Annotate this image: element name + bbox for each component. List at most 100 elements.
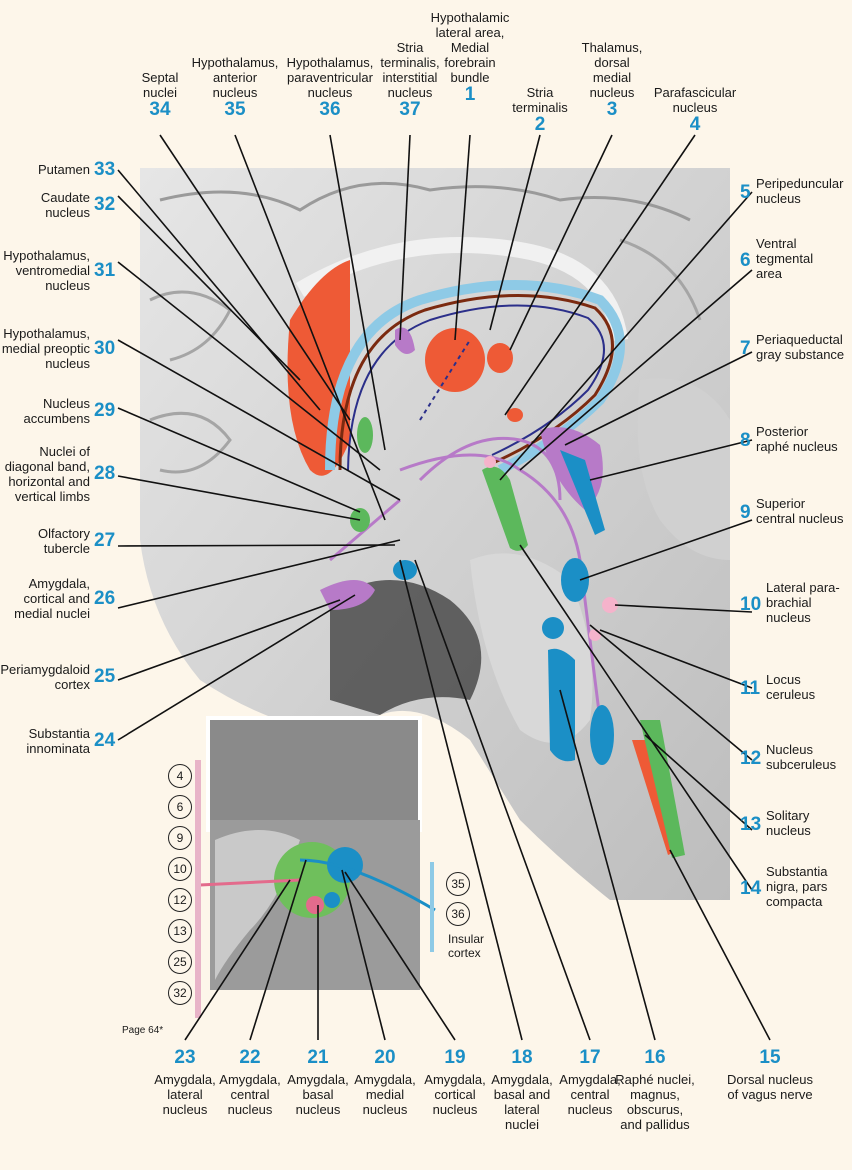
inset-ref-circle: 12: [168, 888, 192, 912]
left-label-31: Hypothalamus, ventromedial nucleus: [3, 248, 90, 293]
label-line: ceruleus: [766, 687, 816, 702]
label-number: 22: [239, 1047, 261, 1068]
label-number: 24: [94, 730, 116, 751]
label-line: forebrain: [444, 55, 496, 70]
label-line: Hypothalamic: [430, 10, 510, 25]
label-line: nucleus: [672, 100, 718, 115]
label-line: horizontal and: [8, 474, 90, 489]
label-line: Amygdala,: [559, 1072, 621, 1087]
bottom-label-17: Amygdala, central nucleus: [542, 1072, 638, 1117]
top-label-35: Hypothalamus, anterior nucleus: [175, 55, 295, 100]
label-line: Amygdala,: [491, 1072, 553, 1087]
label-line: Parafascicular: [653, 85, 737, 100]
label-line: magnus,: [630, 1087, 680, 1102]
label-line: nucleus: [45, 205, 90, 220]
label-line: central: [570, 1087, 610, 1102]
label-line: Superior: [756, 496, 806, 511]
label-line: nigra, pars: [766, 879, 828, 894]
right-label-7: Periaqueductal gray substance: [756, 332, 844, 362]
label-line: medial preoptic: [1, 341, 90, 356]
label-line: Insular: [448, 932, 485, 946]
label-line: nucleus: [387, 85, 433, 100]
label-line: Thalamus,: [581, 40, 643, 55]
top-label-34: Septal nuclei: [100, 70, 220, 100]
inset-amygdala-section: [195, 716, 436, 1018]
label-line: anterior: [212, 70, 258, 85]
label-number: 32: [94, 194, 116, 215]
label-line: Septal: [141, 70, 179, 85]
label-line: area: [756, 266, 783, 281]
label-number: 3: [606, 99, 618, 120]
label-number: 20: [374, 1047, 396, 1068]
label-line: Lateral para-: [766, 580, 840, 595]
label-line: Nucleus: [43, 396, 90, 411]
inset-ref-circle: 36: [446, 902, 470, 926]
label-line: Nucleus: [766, 742, 813, 757]
inset-ref-circle: 13: [168, 919, 192, 943]
label-line: Locus: [766, 672, 801, 687]
label-number: 11: [740, 678, 761, 699]
page-reference: Page 64*: [122, 1025, 164, 1036]
blue-regions: [393, 450, 614, 765]
left-label-29: Nucleus accumbens: [24, 396, 90, 426]
label-line: tubercle: [43, 541, 90, 556]
label-line: gray substance: [756, 347, 845, 362]
label-line: nucleus: [589, 85, 635, 100]
label-line: Caudate: [40, 190, 90, 205]
label-line: lateral area,: [435, 25, 505, 40]
left-label-25: Periamygdaloid cortex: [0, 662, 90, 692]
label-line: cortical and: [23, 591, 90, 606]
label-line: medial: [592, 70, 632, 85]
right-label-8: Posterior raphé nucleus: [756, 424, 838, 454]
label-line: Amygdala,: [354, 1072, 416, 1087]
bottom-label-21: Amygdala, basal nucleus: [270, 1072, 366, 1117]
label-line: medial: [365, 1087, 405, 1102]
label-line: Olfactory: [37, 526, 90, 541]
label-line: brachial: [766, 595, 812, 610]
label-line: cortical: [434, 1087, 476, 1102]
label-number: 28: [94, 463, 116, 484]
label-line: central: [230, 1087, 270, 1102]
label-line: Substantia: [766, 864, 828, 879]
label-line: Solitary: [766, 808, 810, 823]
top-label-4: Parafascicular nucleus: [635, 85, 755, 115]
label-line: vertical limbs: [14, 489, 90, 504]
label-line: Amygdala,: [154, 1072, 216, 1087]
label-line: Ventral: [756, 236, 797, 251]
label-number: 17: [579, 1047, 601, 1068]
label-number: 15: [759, 1047, 781, 1068]
label-number: 7: [740, 338, 751, 359]
label-number: 2: [534, 114, 546, 135]
label-line: cortex: [54, 677, 90, 692]
label-number: 27: [94, 530, 116, 551]
label-line: Amygdala,: [219, 1072, 281, 1087]
label-line: nucleus: [362, 1102, 408, 1117]
bottom-label-23: Amygdala, lateral nucleus: [137, 1072, 233, 1117]
label-number: 23: [174, 1047, 196, 1068]
label-line: tegmental: [756, 251, 814, 266]
left-label-26: Amygdala, cortical and medial nuclei: [14, 576, 90, 621]
label-number: 31: [94, 259, 116, 281]
bottom-label-15: Dorsal nucleus of vagus nerve: [722, 1072, 818, 1102]
label-line: lateral: [167, 1087, 203, 1102]
label-line: Peripeduncular: [756, 176, 844, 191]
label-line: raphé nucleus: [756, 439, 838, 454]
left-label-33: Putamen: [38, 162, 90, 177]
label-line: nucleus: [766, 610, 811, 625]
label-line: nucleus: [766, 823, 811, 838]
label-line: Putamen: [37, 162, 90, 177]
label-line: nucleus: [227, 1102, 273, 1117]
label-line: nucleus: [212, 85, 258, 100]
label-line: innominata: [26, 741, 90, 756]
leader-lines: [117, 134, 771, 1041]
label-line: basal and: [493, 1087, 551, 1102]
right-label-9: Superior central nucleus: [756, 496, 843, 526]
inset-ref-circle: 32: [168, 981, 192, 1005]
top-label-37: Stria terminalis, interstitial nucleus: [350, 40, 470, 100]
insular-cortex-label: Insular cortex: [448, 932, 484, 960]
label-line: obscurus,: [626, 1102, 684, 1117]
label-line: diagonal band,: [4, 459, 90, 474]
label-line: ventromedial: [15, 263, 90, 278]
label-line: lateral: [504, 1102, 540, 1117]
bottom-label-20: Amygdala, medial nucleus: [337, 1072, 433, 1117]
